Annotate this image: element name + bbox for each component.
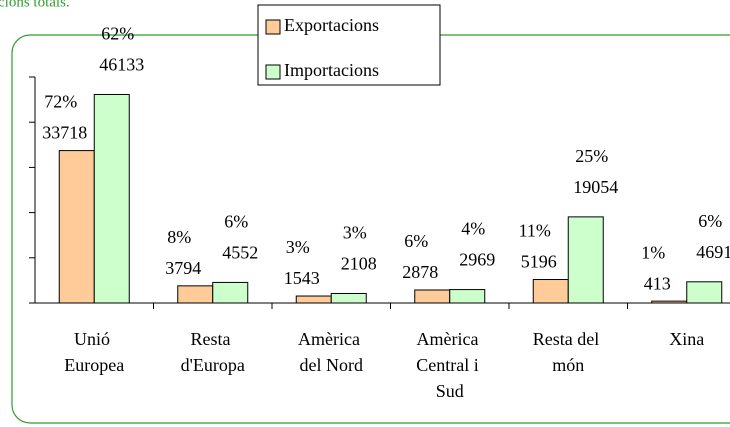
bar xyxy=(449,289,486,304)
x-tick-label: Unió Europea xyxy=(64,329,124,375)
percent-label: 62% xyxy=(101,24,134,44)
bar xyxy=(414,289,451,304)
bar xyxy=(330,292,367,304)
x-tick-line: Sud xyxy=(436,381,464,401)
x-tick-line: del Nord xyxy=(300,355,363,375)
legend-swatch xyxy=(265,19,281,35)
value-label: 2108 xyxy=(341,254,377,274)
percent-label: 6% xyxy=(404,231,428,251)
value-label: 3794 xyxy=(165,258,201,278)
value-label: 1543 xyxy=(284,268,320,288)
x-tick-line: Central i xyxy=(416,355,483,375)
percent-label: 8% xyxy=(167,227,191,247)
value-label: 4552 xyxy=(222,243,258,263)
bar xyxy=(532,279,569,304)
x-tick-label: Resta d'Europa xyxy=(181,329,245,375)
percent-label: 3% xyxy=(343,223,367,243)
value-label: 33718 xyxy=(42,123,87,143)
percent-label: 6% xyxy=(698,211,722,231)
x-tick-line: Xina xyxy=(669,329,704,349)
x-tick-label: Amèrica Central i Sud xyxy=(416,329,483,401)
value-label: 2969 xyxy=(459,250,495,270)
bar xyxy=(295,295,332,304)
bar xyxy=(651,300,688,304)
x-tick-line: Amèrica xyxy=(298,329,364,349)
value-label: 413 xyxy=(644,273,671,293)
bar xyxy=(58,150,95,304)
x-tick-line: Resta del xyxy=(533,329,604,349)
bar xyxy=(686,281,723,304)
percent-label: 72% xyxy=(44,92,77,112)
bar xyxy=(93,93,130,304)
legend-box xyxy=(257,4,441,86)
legend-label: Exportacions xyxy=(284,15,379,35)
x-tick-line: Unió xyxy=(74,329,115,349)
bar xyxy=(212,281,249,304)
value-label: 5196 xyxy=(521,252,557,272)
percent-label: 25% xyxy=(575,146,608,166)
percent-label: 3% xyxy=(286,237,310,257)
value-label: 2878 xyxy=(402,262,438,282)
value-label: 46133 xyxy=(99,55,144,75)
legend-label: Importacions xyxy=(284,60,379,80)
chart-title: cions totals. xyxy=(0,0,70,10)
percent-label: 11% xyxy=(519,221,551,241)
x-tick-label: Resta del món xyxy=(533,329,604,375)
x-tick-label: Xina xyxy=(669,329,704,349)
x-tick-line: Amèrica xyxy=(417,329,483,349)
percent-label: 1% xyxy=(641,242,665,262)
percent-label: 6% xyxy=(224,212,248,232)
percent-label: 4% xyxy=(461,219,485,239)
bar xyxy=(567,216,604,304)
x-tick-line: Europea xyxy=(64,355,124,375)
bar xyxy=(177,285,214,304)
value-label: 4691 xyxy=(696,242,730,262)
x-tick-line: món xyxy=(552,355,584,375)
value-label: 19054 xyxy=(573,177,618,197)
x-tick-label: Amèrica del Nord xyxy=(298,329,364,375)
x-tick-line: d'Europa xyxy=(181,355,245,375)
x-tick-line: Resta xyxy=(191,329,236,349)
legend-swatch xyxy=(265,64,281,80)
